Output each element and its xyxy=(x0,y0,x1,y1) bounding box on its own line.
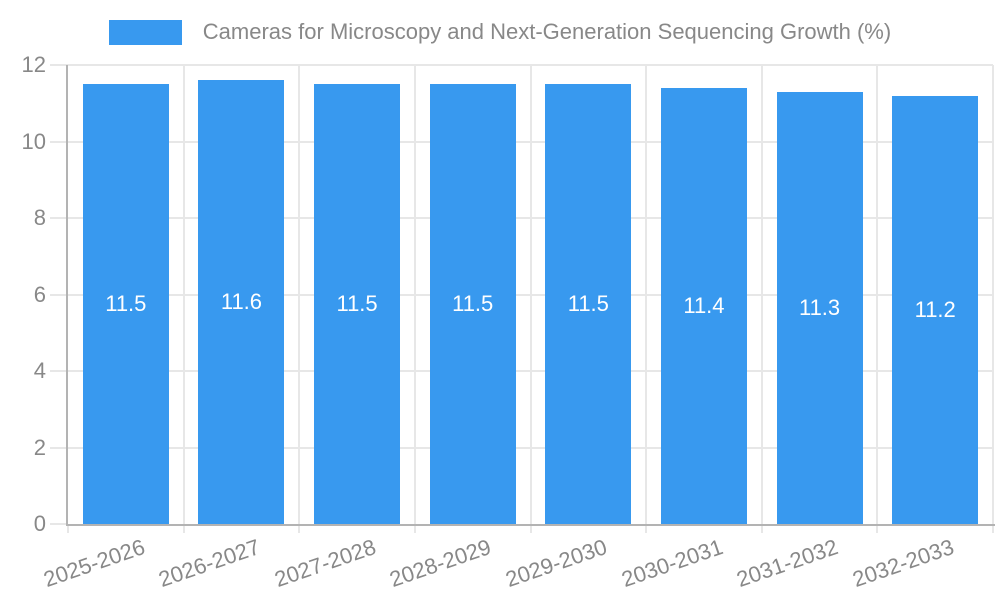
legend-swatch xyxy=(108,19,182,45)
x-axis-tick-label: 2026-2027 xyxy=(155,534,264,592)
bar xyxy=(660,87,747,524)
gridline-vertical xyxy=(529,65,532,524)
bar-value-label: 11.5 xyxy=(452,291,494,317)
bar-value-label: 11.6 xyxy=(220,289,263,315)
y-axis-tick-label: 0 xyxy=(33,511,46,536)
y-tick-mark xyxy=(50,293,68,296)
y-tick-mark xyxy=(50,370,68,372)
bar-value-label: 11.3 xyxy=(798,294,841,320)
bar xyxy=(429,84,516,524)
bar xyxy=(82,84,169,524)
y-axis-tick-label: 4 xyxy=(33,358,46,383)
y-tick-mark xyxy=(50,446,68,449)
bar xyxy=(892,95,979,524)
x-tick-mark xyxy=(298,524,301,533)
chart-legend: Cameras for Microscopy and Next-Generati… xyxy=(0,19,1000,45)
bar xyxy=(545,84,632,524)
x-axis-tick-label: 2028-2029 xyxy=(386,534,495,592)
y-tick-mark xyxy=(50,217,68,219)
gridline-vertical xyxy=(876,65,879,524)
x-axis-tick-label: 2031-2032 xyxy=(733,534,842,592)
y-tick-mark xyxy=(50,64,68,66)
y-tick-mark xyxy=(50,523,68,525)
x-tick-mark xyxy=(67,524,69,533)
y-axis-tick-label: 12 xyxy=(21,52,46,77)
y-axis-tick-label: 6 xyxy=(33,281,46,307)
gridline-vertical xyxy=(298,65,301,524)
bar-value-label: 11.5 xyxy=(105,291,147,317)
gridline-vertical xyxy=(760,65,763,524)
legend-item[interactable]: Cameras for Microscopy and Next-Generati… xyxy=(108,19,892,45)
x-tick-mark xyxy=(876,524,879,533)
y-axis-tick-label: 8 xyxy=(33,205,46,230)
y-axis-tick-label: 10 xyxy=(21,128,46,154)
gridline-vertical xyxy=(992,65,994,524)
x-tick-mark xyxy=(992,524,994,533)
bar-value-label: 11.2 xyxy=(914,296,956,322)
x-tick-mark xyxy=(413,524,416,533)
x-axis-tick-label: 2032-2033 xyxy=(849,534,958,592)
bar xyxy=(314,84,401,524)
x-tick-mark xyxy=(645,524,648,533)
y-tick-mark xyxy=(50,140,68,143)
x-tick-mark xyxy=(182,524,185,533)
gridline-vertical xyxy=(182,65,185,524)
bar xyxy=(776,91,863,524)
bar-value-label: 11.5 xyxy=(336,291,378,317)
bar xyxy=(198,80,285,524)
x-tick-mark xyxy=(760,524,763,533)
gridline-vertical xyxy=(645,65,648,524)
x-axis-tick-label: 2029-2030 xyxy=(502,534,611,592)
x-axis-tick-label: 2027-2028 xyxy=(271,534,379,592)
gridline-vertical xyxy=(413,65,416,524)
y-axis-line xyxy=(66,65,68,526)
x-tick-mark xyxy=(529,524,532,533)
y-axis-tick-label: 2 xyxy=(33,434,46,460)
legend-label: Cameras for Microscopy and Next-Generati… xyxy=(202,19,892,44)
x-axis-tick-label: 2030-2031 xyxy=(618,534,726,592)
x-axis-line xyxy=(66,524,995,526)
bar-value-label: 11.4 xyxy=(683,292,725,318)
x-axis-tick-label: 2025-2026 xyxy=(40,534,148,592)
bar-value-label: 11.5 xyxy=(567,291,609,317)
